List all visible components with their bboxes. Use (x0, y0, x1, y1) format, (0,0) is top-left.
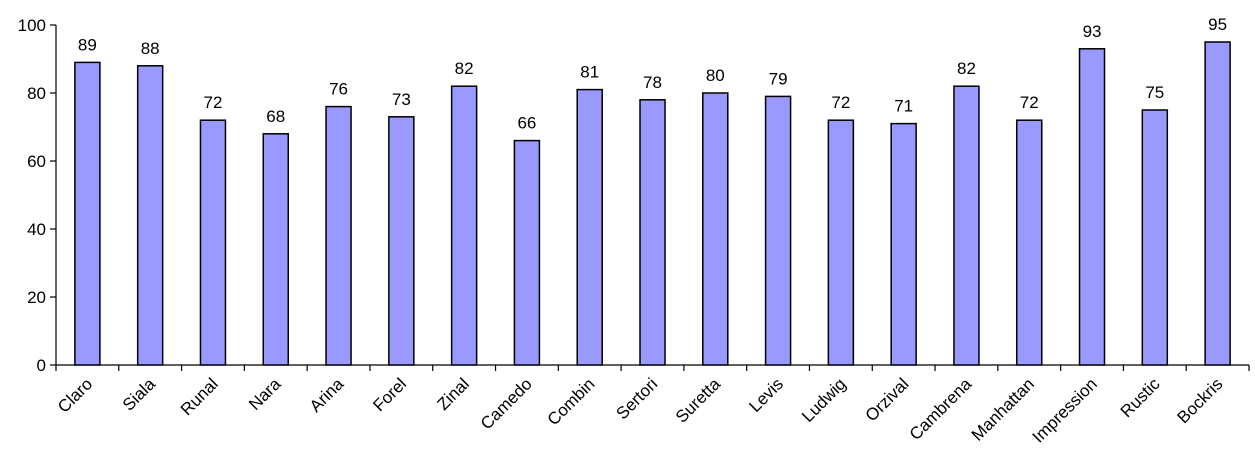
category-label: Levis (745, 374, 786, 415)
category-labels: Claro Siala Runal Nara Arina Forel Zinal Camedo… (54, 374, 1226, 447)
bar (639, 99, 666, 366)
bar (576, 88, 603, 366)
y-tick-label: 80 (27, 84, 46, 103)
bar (764, 95, 792, 366)
category-label: Claro (54, 374, 96, 416)
bar (388, 116, 415, 366)
y-tick-label: 20 (27, 288, 46, 307)
bar (827, 119, 855, 366)
category-label: Runal (177, 374, 222, 419)
bar (74, 61, 101, 366)
category-label: Bockris (1174, 374, 1227, 427)
data-label: 72 (204, 93, 223, 112)
category-label: Nara (245, 374, 285, 414)
bar (325, 105, 352, 366)
bar (890, 122, 917, 366)
category-label: Combin (544, 374, 599, 429)
category-label: Siala (119, 374, 160, 415)
bar (1078, 48, 1106, 366)
category-label: Impression (1029, 374, 1101, 446)
bar (1015, 119, 1043, 366)
data-label: 95 (1208, 15, 1227, 34)
bar (513, 139, 541, 366)
category-label: Cambrena (906, 374, 976, 444)
data-label: 93 (1083, 22, 1102, 41)
bar (1204, 41, 1231, 366)
bar (199, 119, 227, 366)
category-label: Forel (369, 374, 410, 415)
data-label: 88 (141, 39, 160, 58)
data-label: 76 (329, 80, 348, 99)
category-label: Camedo (477, 374, 536, 433)
x-axis (55, 364, 1250, 371)
data-label: 78 (643, 73, 662, 92)
data-label: 72 (1020, 93, 1039, 112)
data-labels: 89 88 72 68 76 73 82 66 81 78 80 79 72 71 82 72 93 75 95 (78, 15, 1227, 133)
bar (953, 85, 980, 366)
data-label: 81 (580, 63, 599, 82)
y-tick-label: 40 (27, 220, 46, 239)
y-axis: 0 20 40 60 80 100 (18, 16, 57, 375)
data-label: 73 (392, 90, 411, 109)
bar (450, 85, 478, 366)
y-tick-label: 100 (18, 16, 46, 35)
data-label: 68 (266, 107, 285, 126)
data-label: 82 (455, 59, 474, 78)
category-label: Rustic (1117, 374, 1164, 421)
data-label: 75 (1145, 83, 1164, 102)
bar (702, 92, 729, 366)
data-label: 82 (957, 59, 976, 78)
category-label: Sertori (612, 374, 661, 423)
category-label: Suretta (672, 374, 725, 427)
category-label: Ludwig (798, 374, 850, 426)
data-label: 80 (706, 66, 725, 85)
data-label: 89 (78, 35, 97, 54)
data-label: 72 (831, 93, 850, 112)
y-tick-label: 0 (37, 356, 46, 375)
bar (136, 65, 164, 366)
category-label: Zinal (433, 374, 472, 413)
bars (74, 41, 1231, 366)
category-label: Orzival (862, 374, 913, 425)
category-label: Arina (306, 374, 348, 416)
data-label: 79 (769, 69, 788, 88)
data-label: 66 (517, 114, 536, 133)
bar (1141, 109, 1169, 366)
data-label: 71 (894, 97, 913, 116)
category-label: Manhattan (968, 374, 1038, 444)
y-tick-label: 60 (27, 152, 46, 171)
bar (262, 133, 290, 366)
